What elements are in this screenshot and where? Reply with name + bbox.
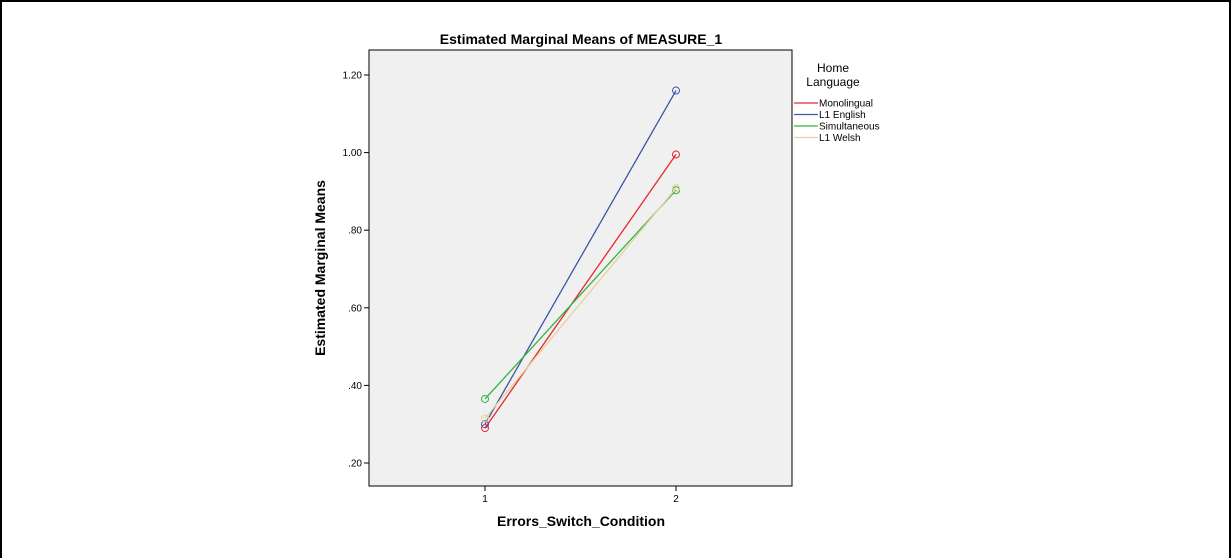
series-layer (481, 86, 680, 433)
x-tick-label: 2 (673, 494, 679, 505)
x-tick-label: 1 (482, 494, 488, 505)
series-line-simultaneous (484, 189, 677, 400)
data-point-simultaneous (672, 186, 680, 195)
data-point-l1-english (672, 86, 680, 95)
data-point-l1-welsh (672, 184, 680, 193)
y-tick-label: 1.00 (343, 148, 363, 159)
legend-title-line-2: Language (806, 75, 860, 89)
series-line-l1-welsh (484, 187, 677, 419)
data-point-simultaneous (481, 394, 489, 403)
legend-label: Monolingual (819, 99, 873, 110)
data-point-monolingual (481, 424, 489, 433)
series-line-monolingual (484, 154, 677, 429)
legend-label: L1 English (819, 110, 866, 121)
y-tick-label: 1.20 (343, 71, 363, 82)
x-axis-label: Errors_Switch_Condition (497, 513, 665, 529)
data-point-l1-english (481, 420, 489, 429)
legend-label: Simultaneous (819, 122, 880, 133)
chart-title: Estimated Marginal Means of MEASURE_1 (440, 31, 723, 47)
y-axis: .20 .40 .60 .80 1.00 1.20 (343, 71, 369, 470)
legend-title-line-1: Home (817, 61, 849, 75)
y-tick-label: .60 (348, 303, 362, 314)
plot-area (368, 49, 793, 487)
y-axis-label: Estimated Marginal Means (312, 180, 328, 356)
y-tick-label: .20 (348, 459, 362, 470)
data-point-monolingual (672, 150, 680, 159)
data-point-l1-welsh (481, 414, 489, 423)
series-line-l1-english (484, 90, 677, 425)
y-tick-label: .80 (348, 226, 362, 237)
y-tick-label: .40 (348, 381, 362, 392)
legend-label: L1 Welsh (819, 133, 861, 144)
